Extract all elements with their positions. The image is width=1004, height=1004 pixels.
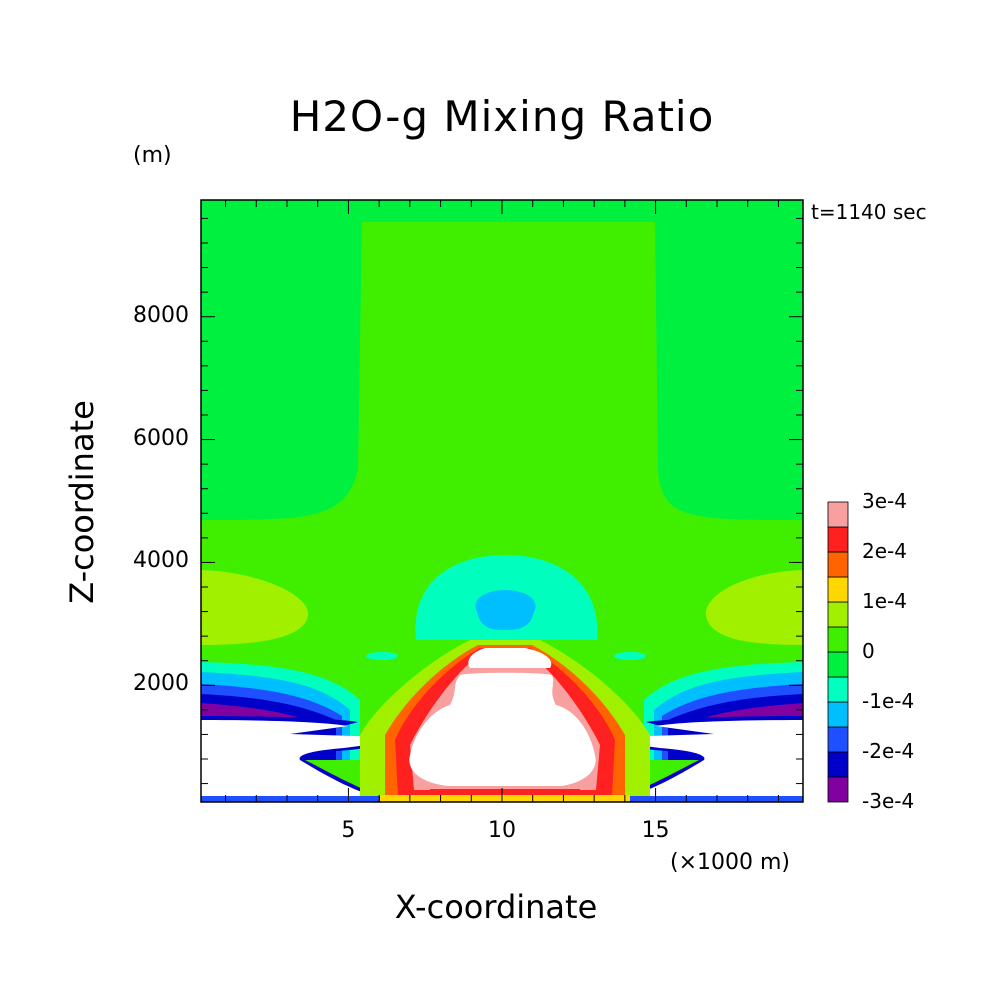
field-lobe-right: [705, 570, 803, 645]
field-dome-core: [475, 590, 536, 630]
colorbar-swatch: [827, 501, 849, 528]
x-tick-label: 5: [341, 818, 356, 843]
axis-ticks: [201, 200, 803, 802]
colorbar-swatch: [827, 751, 849, 778]
field-bottom-rim-red: [430, 789, 580, 795]
colorbar-tick-label: -2e-4: [862, 739, 915, 763]
colorbar-tick-label: 3e-4: [862, 489, 907, 513]
colorbar-tick-label: -1e-4: [862, 689, 915, 713]
colorbar-swatch: [827, 726, 849, 753]
field-sliver-right: [614, 652, 646, 660]
x-axis-unit: (×1000 m): [670, 850, 791, 875]
colorbar-swatch: [827, 551, 849, 578]
colorbar-swatch: [827, 601, 849, 628]
colorbar: [827, 501, 849, 803]
x-axis-label: X-coordinate: [394, 888, 598, 926]
colorbar-swatch: [827, 676, 849, 703]
colorbar-swatch: [827, 526, 849, 553]
y-tick-label: 4000: [133, 548, 189, 574]
field-sliver-left: [366, 652, 398, 660]
x-tick-label: 10: [488, 818, 516, 843]
contour-field: [201, 200, 803, 802]
colorbar-tick-label: 0: [862, 639, 875, 663]
y-tick-label: 2000: [133, 671, 189, 697]
colorbar-swatch: [827, 701, 849, 728]
colorbar-swatch: [827, 576, 849, 603]
colorbar-tick-label: -3e-4: [862, 789, 915, 813]
y-tick-label: 8000: [133, 302, 189, 328]
colorbar-tick-label: 2e-4: [862, 539, 907, 563]
field-bottom-rim-center: [380, 795, 630, 802]
colorbar-swatch: [827, 776, 849, 803]
field-center-white: [409, 648, 596, 786]
field-lobe-left: [201, 570, 309, 645]
y-axis-unit: (m): [133, 143, 172, 168]
time-label: t=1140 sec: [811, 200, 927, 224]
colorbar-swatch: [827, 651, 849, 678]
chart-title: H2O-g Mixing Ratio: [289, 92, 715, 141]
field-central-column: [201, 222, 803, 802]
y-tick-label: 6000: [133, 425, 189, 451]
x-tick-label: 15: [641, 818, 670, 843]
colorbar-tick-label: 1e-4: [862, 589, 907, 613]
colorbar-swatch: [827, 626, 849, 653]
